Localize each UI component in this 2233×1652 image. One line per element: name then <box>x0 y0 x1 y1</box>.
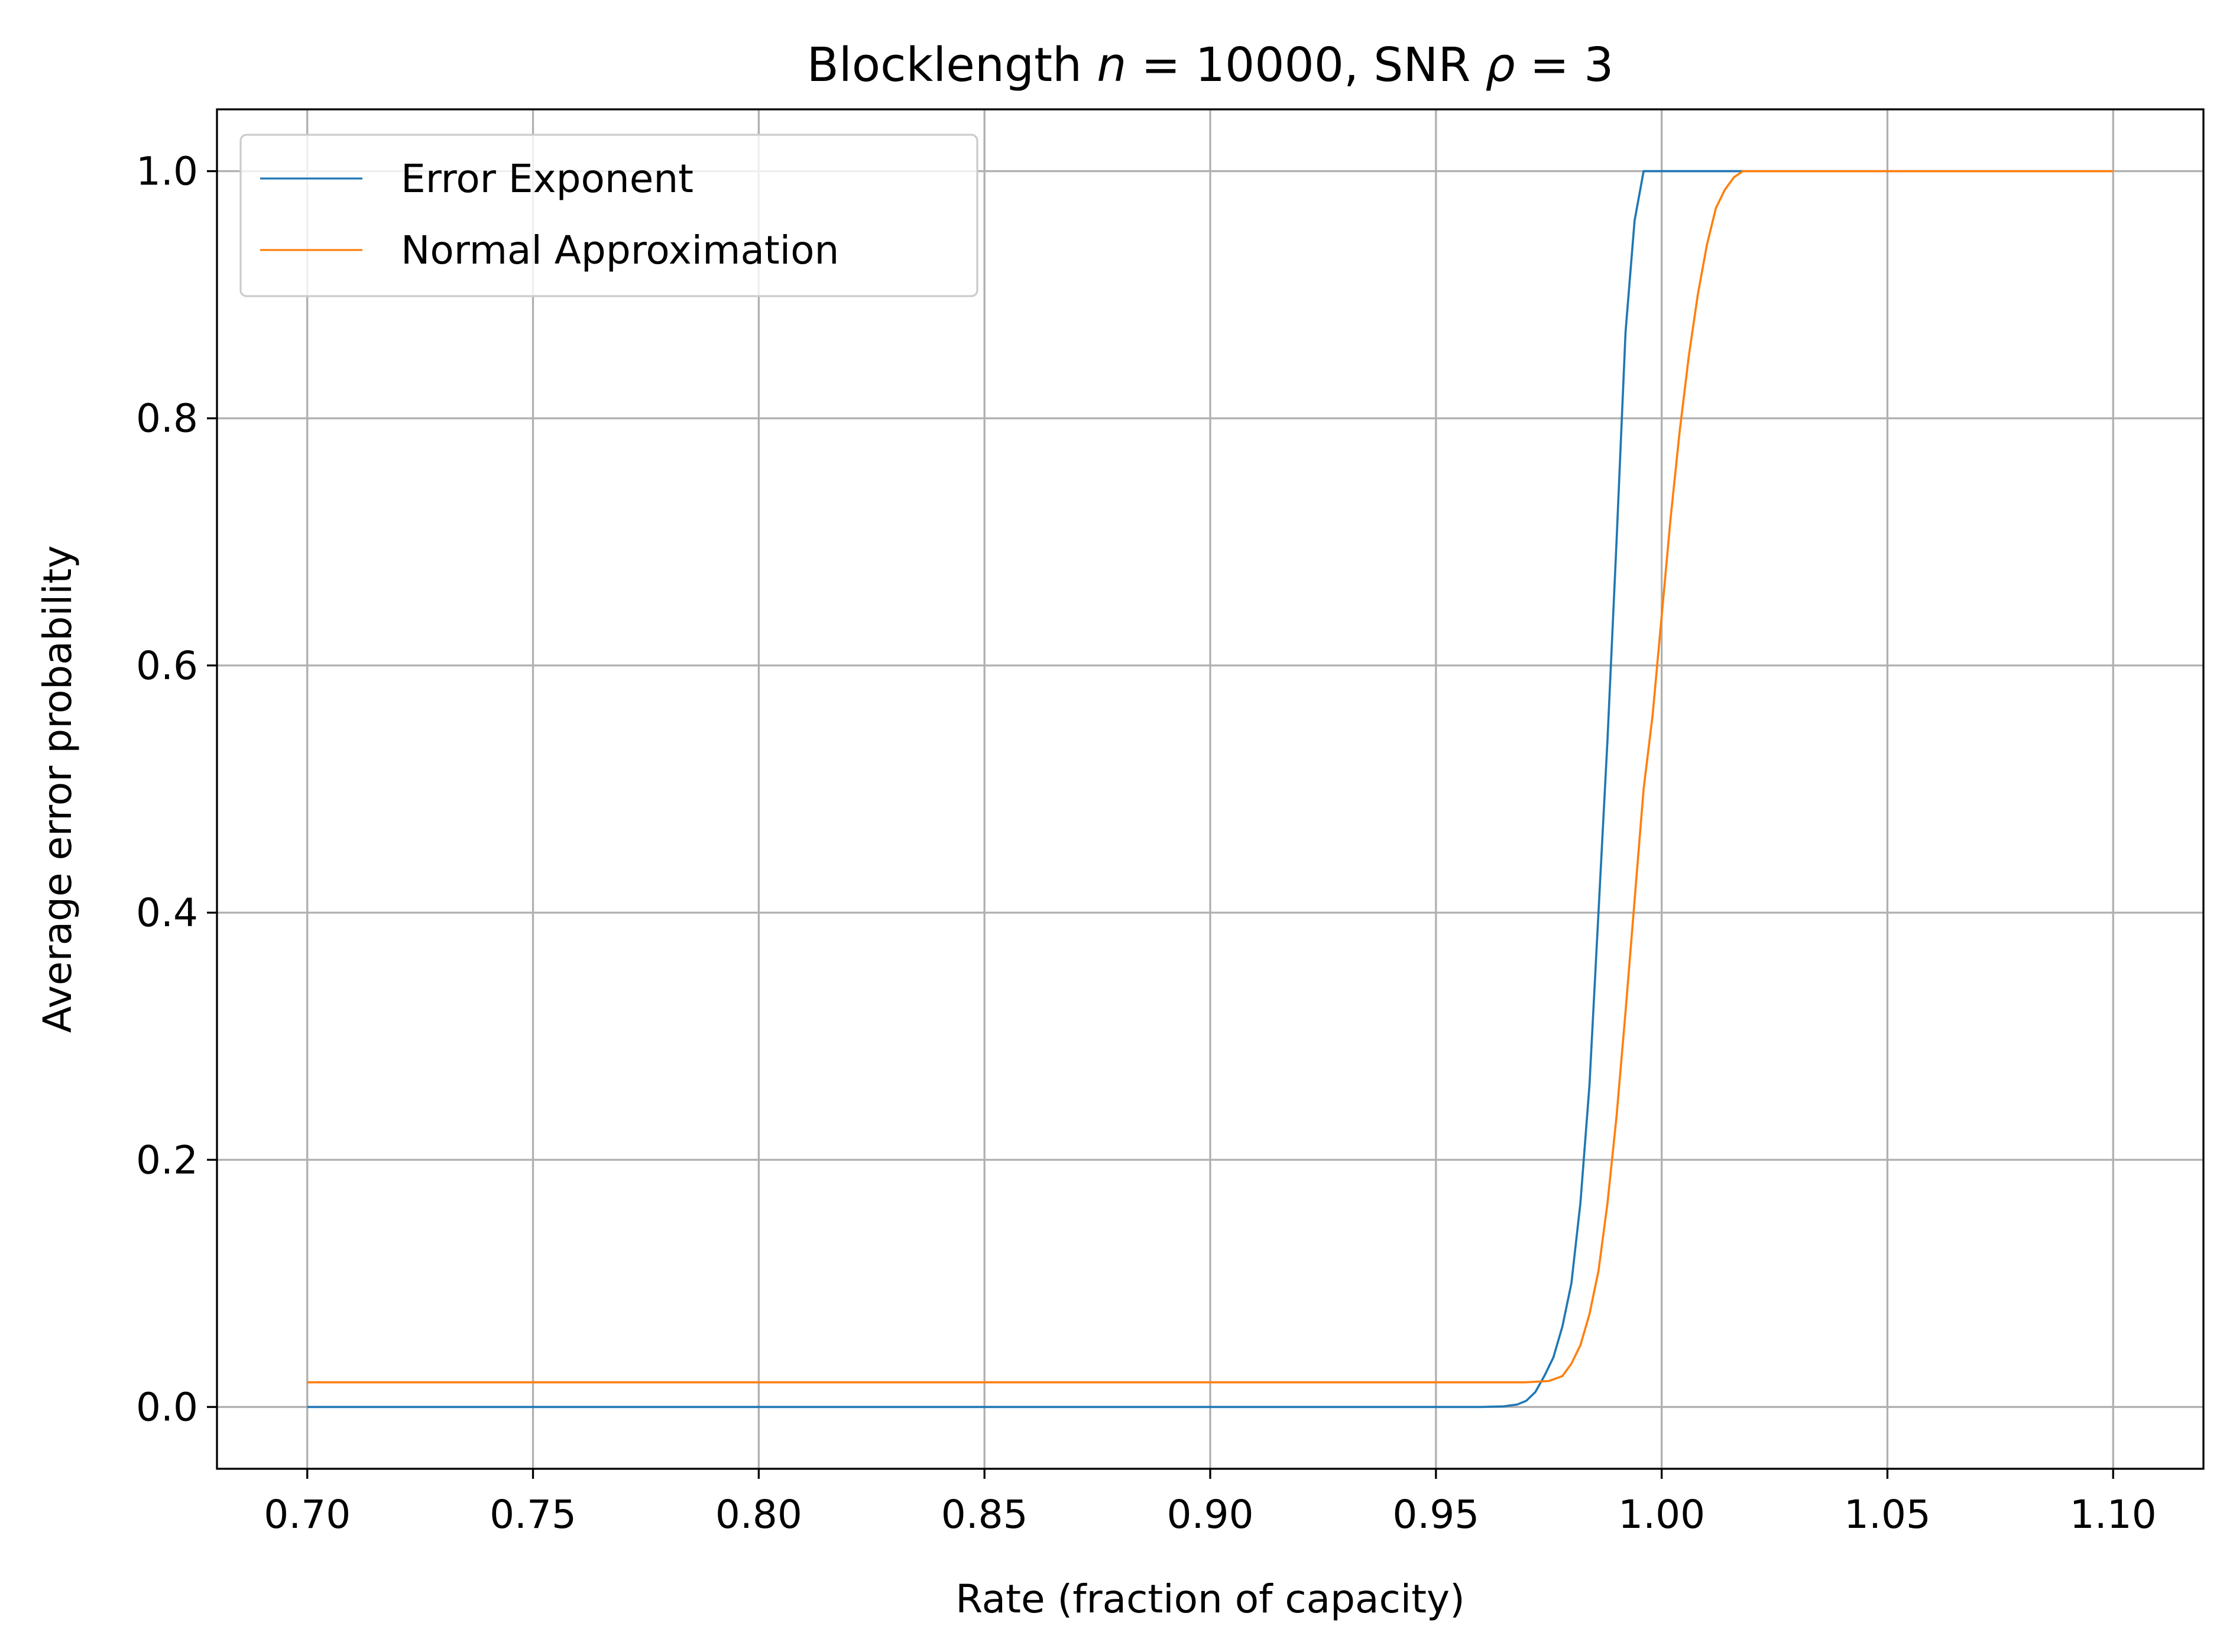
y-tick-label: 0.8 <box>136 396 198 442</box>
x-tick-label: 0.90 <box>1167 1492 1254 1537</box>
y-tick-label: 0.6 <box>136 643 198 689</box>
y-tick-label: 1.0 <box>136 149 198 194</box>
legend-label-error-exponent: Error Exponent <box>401 156 693 202</box>
title-suffix: = 3 <box>1515 38 1614 92</box>
series-line-normal-approximation <box>307 170 2114 1384</box>
legend: Error Exponent Normal Approximation <box>239 134 978 297</box>
chart-title: Blocklength n = 10000, SNR ρ = 3 <box>807 38 1614 92</box>
series-layer <box>307 170 2114 1408</box>
title-n-symbol: n <box>1097 38 1126 92</box>
series-line-error-exponent <box>307 170 1743 1408</box>
x-tick-label: 1.10 <box>2070 1492 2157 1537</box>
y-tick-label: 0.0 <box>136 1384 198 1430</box>
x-axis-label: Rate (fraction of capacity) <box>955 1576 1465 1622</box>
title-middle: = 10000, SNR <box>1126 38 1485 92</box>
x-tick-label: 0.70 <box>264 1492 351 1537</box>
x-tick-label: 1.05 <box>1844 1492 1931 1537</box>
title-prefix: Blocklength <box>807 38 1097 92</box>
legend-label-normal-approximation: Normal Approximation <box>401 228 839 273</box>
legend-box <box>239 134 978 297</box>
x-tick-label: 0.75 <box>490 1492 576 1537</box>
y-axis-label: Average error probability <box>35 546 80 1033</box>
title-rho-symbol: ρ <box>1486 38 1515 92</box>
ticks: 0.70 0.75 0.80 0.85 0.90 0.95 1.00 1.05 1.10 0.0 0… <box>136 149 2157 1537</box>
x-tick-label: 0.85 <box>941 1492 1028 1537</box>
x-tick-label: 0.80 <box>715 1492 802 1537</box>
x-tick-label: 1.00 <box>1618 1492 1705 1537</box>
y-tick-label: 0.4 <box>136 890 198 936</box>
x-tick-label: 0.95 <box>1392 1492 1479 1537</box>
y-tick-label: 0.2 <box>136 1137 198 1183</box>
